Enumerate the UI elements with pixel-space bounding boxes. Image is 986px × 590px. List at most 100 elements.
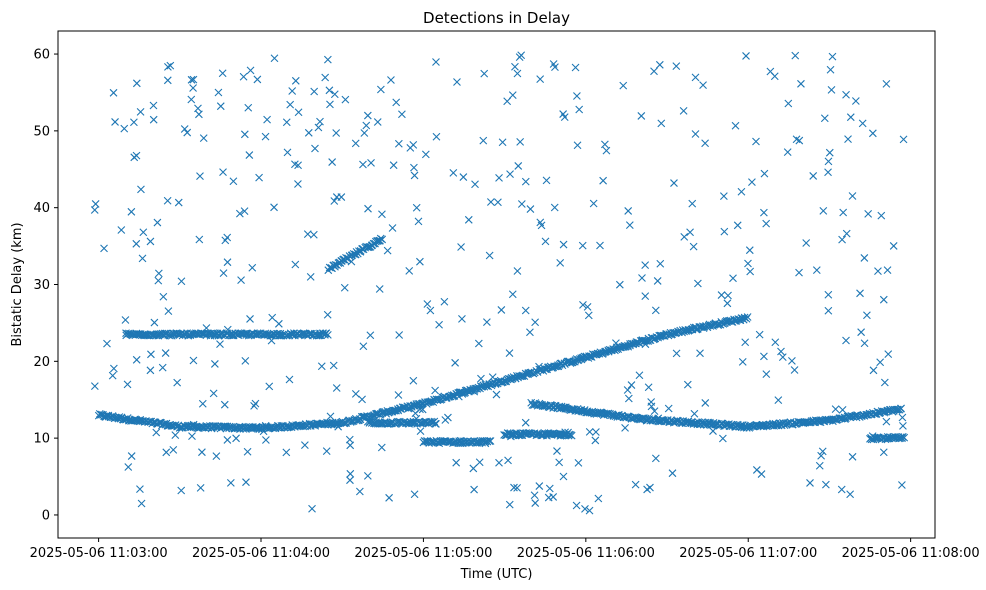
data-point [792, 135, 801, 144]
data-point [691, 130, 700, 138]
data-point [219, 269, 228, 278]
data-point [291, 160, 299, 169]
data-point [555, 458, 564, 467]
data-point [737, 187, 746, 196]
data-point [283, 148, 292, 157]
data-point [641, 292, 650, 300]
data-point [383, 246, 392, 255]
data-point [664, 404, 673, 413]
data-point [882, 79, 891, 88]
data-point [103, 339, 111, 348]
data-point [360, 129, 369, 137]
data-point [651, 306, 660, 315]
data-point [149, 115, 158, 124]
data-point [657, 331, 666, 340]
data-point [164, 63, 172, 71]
x-tick-label: 2025-05-06 11:04:00 [192, 546, 330, 561]
data-point [738, 357, 747, 366]
data-point [359, 342, 368, 351]
data-point [537, 221, 546, 230]
data-point [592, 428, 600, 436]
data-point [146, 366, 155, 375]
data-point [553, 447, 561, 455]
data-point [132, 79, 141, 88]
data-point [733, 221, 742, 230]
data-point [288, 87, 297, 95]
data-point [824, 306, 833, 315]
data-point [899, 421, 907, 430]
data-point [340, 283, 349, 292]
data-point [232, 434, 240, 443]
data-point [848, 192, 857, 200]
data-point [282, 448, 291, 457]
data-point [543, 431, 551, 440]
data-point [504, 456, 512, 465]
data-point [641, 261, 650, 270]
data-point [757, 470, 766, 478]
data-point [838, 235, 846, 244]
data-point [259, 427, 268, 436]
data-point [505, 500, 514, 509]
data-point [746, 267, 755, 276]
data-point [330, 90, 339, 99]
data-point [322, 447, 331, 455]
data-point [683, 380, 692, 389]
data-point [177, 277, 186, 286]
data-point [137, 185, 145, 194]
data-point [623, 386, 632, 394]
data-point [842, 336, 850, 345]
data-point [860, 339, 869, 348]
data-point [657, 119, 666, 128]
data-point [495, 458, 503, 467]
data-point [268, 313, 277, 322]
data-point [416, 257, 424, 266]
data-point [245, 151, 254, 159]
data-point [306, 272, 315, 281]
data-point [578, 241, 587, 250]
data-point [549, 60, 558, 68]
data-point [240, 130, 249, 139]
data-point [521, 177, 530, 186]
data-point [691, 73, 700, 82]
data-point [771, 338, 780, 347]
data-point [644, 337, 653, 345]
data-point [516, 137, 525, 146]
data-point [654, 414, 663, 423]
data-point [513, 69, 522, 78]
data-point [497, 306, 506, 314]
data-point [363, 243, 372, 252]
data-point [729, 274, 737, 283]
data-point [745, 246, 754, 255]
data-point [600, 140, 609, 149]
data-point [574, 459, 583, 467]
data-point [877, 211, 886, 220]
x-tick-label: 2025-05-06 11:07:00 [679, 546, 817, 561]
data-point [235, 209, 244, 218]
data-point [195, 235, 204, 244]
data-point [762, 219, 771, 228]
data-point [164, 307, 173, 315]
data-point [311, 144, 319, 153]
data-point [294, 180, 302, 188]
data-point [375, 419, 384, 428]
x-tick-label: 2025-05-06 11:03:00 [30, 546, 168, 561]
data-point [513, 483, 521, 492]
data-point [709, 427, 717, 435]
data-point [485, 251, 494, 260]
data-point [791, 51, 800, 60]
data-point [655, 60, 664, 69]
y-tick-label: 40 [33, 201, 50, 216]
data-point [210, 360, 219, 368]
data-point [166, 61, 175, 70]
data-point [857, 328, 866, 337]
data-point [355, 487, 364, 496]
data-point [300, 441, 309, 450]
data-point [248, 263, 257, 272]
data-point [198, 399, 207, 408]
data-point [559, 110, 568, 118]
data-point [282, 118, 291, 127]
data-point [651, 454, 660, 463]
data-point [341, 95, 350, 104]
data-point [198, 448, 206, 457]
data-point [693, 420, 702, 429]
